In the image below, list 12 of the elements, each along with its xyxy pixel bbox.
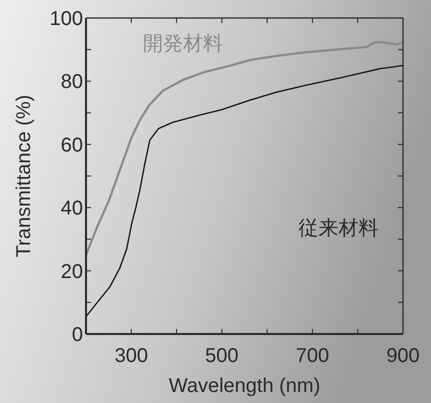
y-tick-label: 100: [50, 8, 83, 30]
y-tick-label: 40: [60, 198, 83, 220]
x-tick-label: 700: [296, 345, 330, 367]
y-axis-title: Transmittance (%): [13, 94, 35, 258]
y-tick-label: 80: [60, 71, 83, 94]
x-tick-label: 500: [205, 345, 239, 367]
y-tick-label: 0: [72, 324, 83, 346]
x-axis-title: Wavelength (nm): [168, 375, 320, 397]
x-tick-label: 300: [114, 345, 148, 367]
y-tick-label: 20: [60, 260, 83, 283]
y-tick-label: 60: [60, 134, 83, 156]
x-tick-label: 900: [386, 345, 420, 367]
